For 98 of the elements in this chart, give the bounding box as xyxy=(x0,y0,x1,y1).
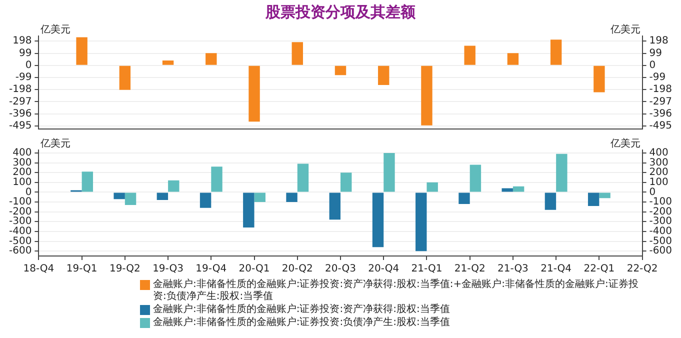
y2-tick-label: 99 xyxy=(649,48,662,59)
y2-tick-label: -495 xyxy=(649,120,672,132)
x-tick-label: 19-Q3 xyxy=(152,264,184,275)
bar xyxy=(211,166,222,192)
y-tick-label: 198 xyxy=(12,36,32,47)
y2-tick-label: -200 xyxy=(649,206,672,218)
y2-tick-label: 198 xyxy=(649,36,668,47)
bar xyxy=(340,172,352,192)
y2-tick-label: -300 xyxy=(649,216,672,228)
y2-tick-label: 0 xyxy=(649,186,656,198)
text: 亿美元 xyxy=(40,24,71,36)
y2-tick-label: -500 xyxy=(649,236,672,247)
y-tick-label: -396 xyxy=(8,108,32,120)
chart-title: 股票投资分项及其差额 xyxy=(264,2,416,21)
x-tick-label: 20-Q2 xyxy=(282,264,313,275)
legend-label: 金融账户:非储备性质的金融账户:证券投资:资产净获得:股权:当季值:+金融账户:非储备性质的金融账户:证券投资:负债净产生:股权:当季值 xyxy=(153,279,640,303)
bar xyxy=(384,152,395,192)
y2-tick-label: -400 xyxy=(649,226,672,238)
y-tick-label: -200 xyxy=(8,206,32,218)
bar xyxy=(200,192,212,208)
legend-label: 金融账户:非储备性质的金融账户:证券投资:资产净获得:股权:当季值 xyxy=(153,304,450,316)
x-tick-label: 20-Q1 xyxy=(238,264,270,275)
bar xyxy=(594,66,605,92)
bar xyxy=(470,164,482,192)
text: 亿美元 xyxy=(609,24,640,36)
y2-tick-label: 100 xyxy=(649,176,668,188)
x-tick-label: 21-Q3 xyxy=(497,264,528,275)
y2-tick-label: -297 xyxy=(649,96,672,108)
y-tick-label: -100 xyxy=(8,196,32,208)
x-tick-label: 21-Q2 xyxy=(454,264,486,275)
bar xyxy=(599,192,610,198)
bar xyxy=(334,66,346,76)
bar xyxy=(507,53,519,65)
bar xyxy=(254,192,266,202)
bar xyxy=(550,40,562,65)
y2-tick-label: -198 xyxy=(649,84,672,96)
x-tick-label: 19-Q2 xyxy=(109,264,140,275)
bar xyxy=(464,46,476,65)
bar xyxy=(82,172,94,192)
x-tick-label: 22-Q2 xyxy=(626,264,658,275)
y-tick-label: 300 xyxy=(12,157,32,168)
x-tick-label: 19-Q4 xyxy=(196,264,227,275)
y-tick-label: 200 xyxy=(12,167,32,178)
y2-tick-label: 0 xyxy=(649,60,656,71)
y2-tick-label: -600 xyxy=(649,246,672,257)
bar xyxy=(556,154,568,192)
y-tick-label: -300 xyxy=(8,216,32,228)
bar xyxy=(421,66,432,126)
x-tick-label: 22-Q1 xyxy=(584,264,615,275)
x-tick-label: 19-Q1 xyxy=(66,264,98,275)
y-tick-label: -500 xyxy=(8,236,32,247)
bar xyxy=(156,192,168,200)
bar xyxy=(512,186,524,192)
x-tick-label: 21-Q1 xyxy=(411,264,442,275)
x-tick-label: 20-Q4 xyxy=(368,264,400,275)
text: 亿美元 xyxy=(40,138,71,150)
y-tick-label: 0 xyxy=(25,60,32,71)
y2-tick-label: 400 xyxy=(649,148,668,159)
y-tick-label: -400 xyxy=(8,226,32,238)
bar xyxy=(544,192,556,210)
bar xyxy=(286,192,298,202)
y-tick-label: -600 xyxy=(8,246,32,257)
bar xyxy=(124,192,136,205)
bar xyxy=(292,42,303,65)
y2-tick-label: 200 xyxy=(649,167,668,178)
bar xyxy=(243,192,254,228)
y-tick-label: -198 xyxy=(8,84,32,96)
bar xyxy=(372,192,384,248)
bar xyxy=(114,192,125,200)
bar xyxy=(297,164,309,192)
x-tick-label: 20-Q3 xyxy=(325,264,356,275)
x-tick-label: 21-Q4 xyxy=(540,264,572,275)
bar xyxy=(378,66,390,85)
y-tick-label: 0 xyxy=(25,186,32,198)
x-tick-label: 18-Q4 xyxy=(23,264,54,275)
bar xyxy=(458,192,470,204)
bar xyxy=(162,60,174,65)
y-tick-label: 99 xyxy=(18,48,32,59)
bar xyxy=(76,37,88,65)
y-tick-label: -99 xyxy=(15,72,32,84)
y2-tick-label: 300 xyxy=(649,157,668,168)
bar xyxy=(206,53,217,65)
y-tick-label: -297 xyxy=(8,96,32,108)
legend-label: 金融账户:非储备性质的金融账户:证券投资:负债净产生:股权:当季值 xyxy=(153,317,450,329)
y2-tick-label: -100 xyxy=(649,196,672,208)
bar xyxy=(248,66,260,122)
y2-tick-label: -396 xyxy=(649,108,672,120)
bar xyxy=(119,66,131,90)
y-tick-label: -495 xyxy=(8,120,32,132)
text: 亿美元 xyxy=(609,138,640,150)
y-tick-label: 100 xyxy=(12,176,32,188)
bar xyxy=(416,192,427,252)
bar xyxy=(588,192,600,206)
bar xyxy=(168,180,180,192)
y2-tick-label: -99 xyxy=(649,72,666,84)
y-tick-label: 400 xyxy=(12,148,32,159)
bar xyxy=(329,192,340,220)
bar xyxy=(426,182,438,192)
